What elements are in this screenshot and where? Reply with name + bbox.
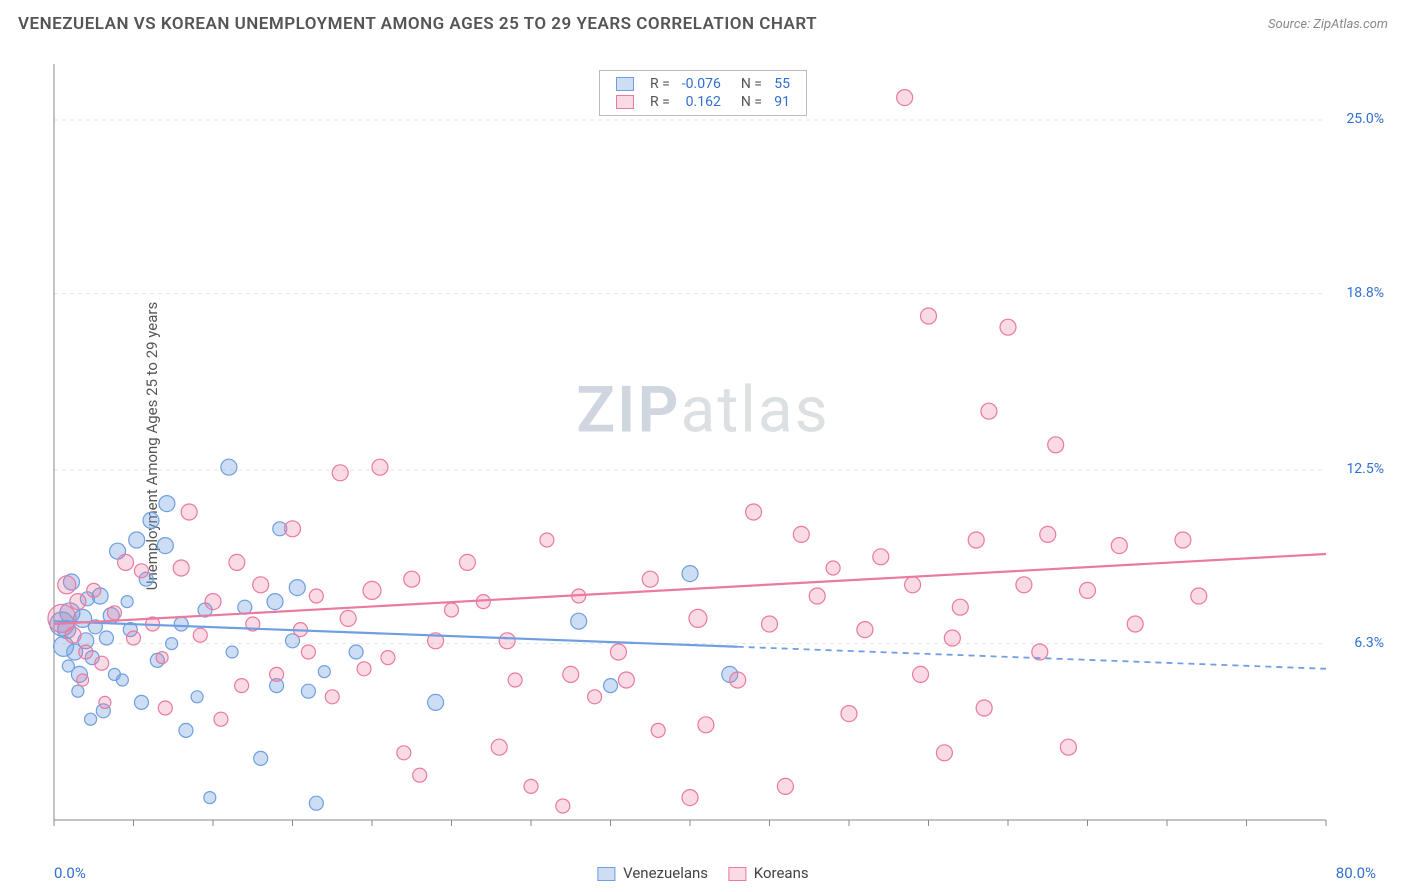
scatter-chart-svg [46, 64, 1386, 850]
x-axis-min-label: 0.0% [54, 864, 86, 882]
legend-row: R =0.162N =91 [610, 93, 796, 111]
legend-correlation-box: R =-0.076N =55R =0.162N =91 [599, 70, 807, 116]
y-tick-label: 12.5% [1346, 461, 1384, 477]
source-label: Source: ZipAtlas.com [1268, 17, 1388, 32]
y-tick-label: 6.3% [1354, 635, 1384, 651]
legend-row: R =-0.076N =55 [610, 75, 796, 93]
x-axis-max-label: 80.0% [1336, 864, 1376, 882]
legend-series-item: Koreans [728, 864, 809, 882]
chart-header: VENEZUELAN VS KOREAN UNEMPLOYMENT AMONG … [0, 0, 1406, 44]
y-tick-label: 18.8% [1346, 285, 1384, 301]
legend-series-item: Venezuelans [597, 864, 708, 882]
chart-title: VENEZUELAN VS KOREAN UNEMPLOYMENT AMONG … [18, 14, 817, 34]
y-tick-label: 25.0% [1346, 111, 1384, 127]
chart-area [46, 64, 1386, 850]
legend-series: Venezuelans Koreans [587, 864, 818, 882]
legend-table: R =-0.076N =55R =0.162N =91 [610, 75, 796, 111]
